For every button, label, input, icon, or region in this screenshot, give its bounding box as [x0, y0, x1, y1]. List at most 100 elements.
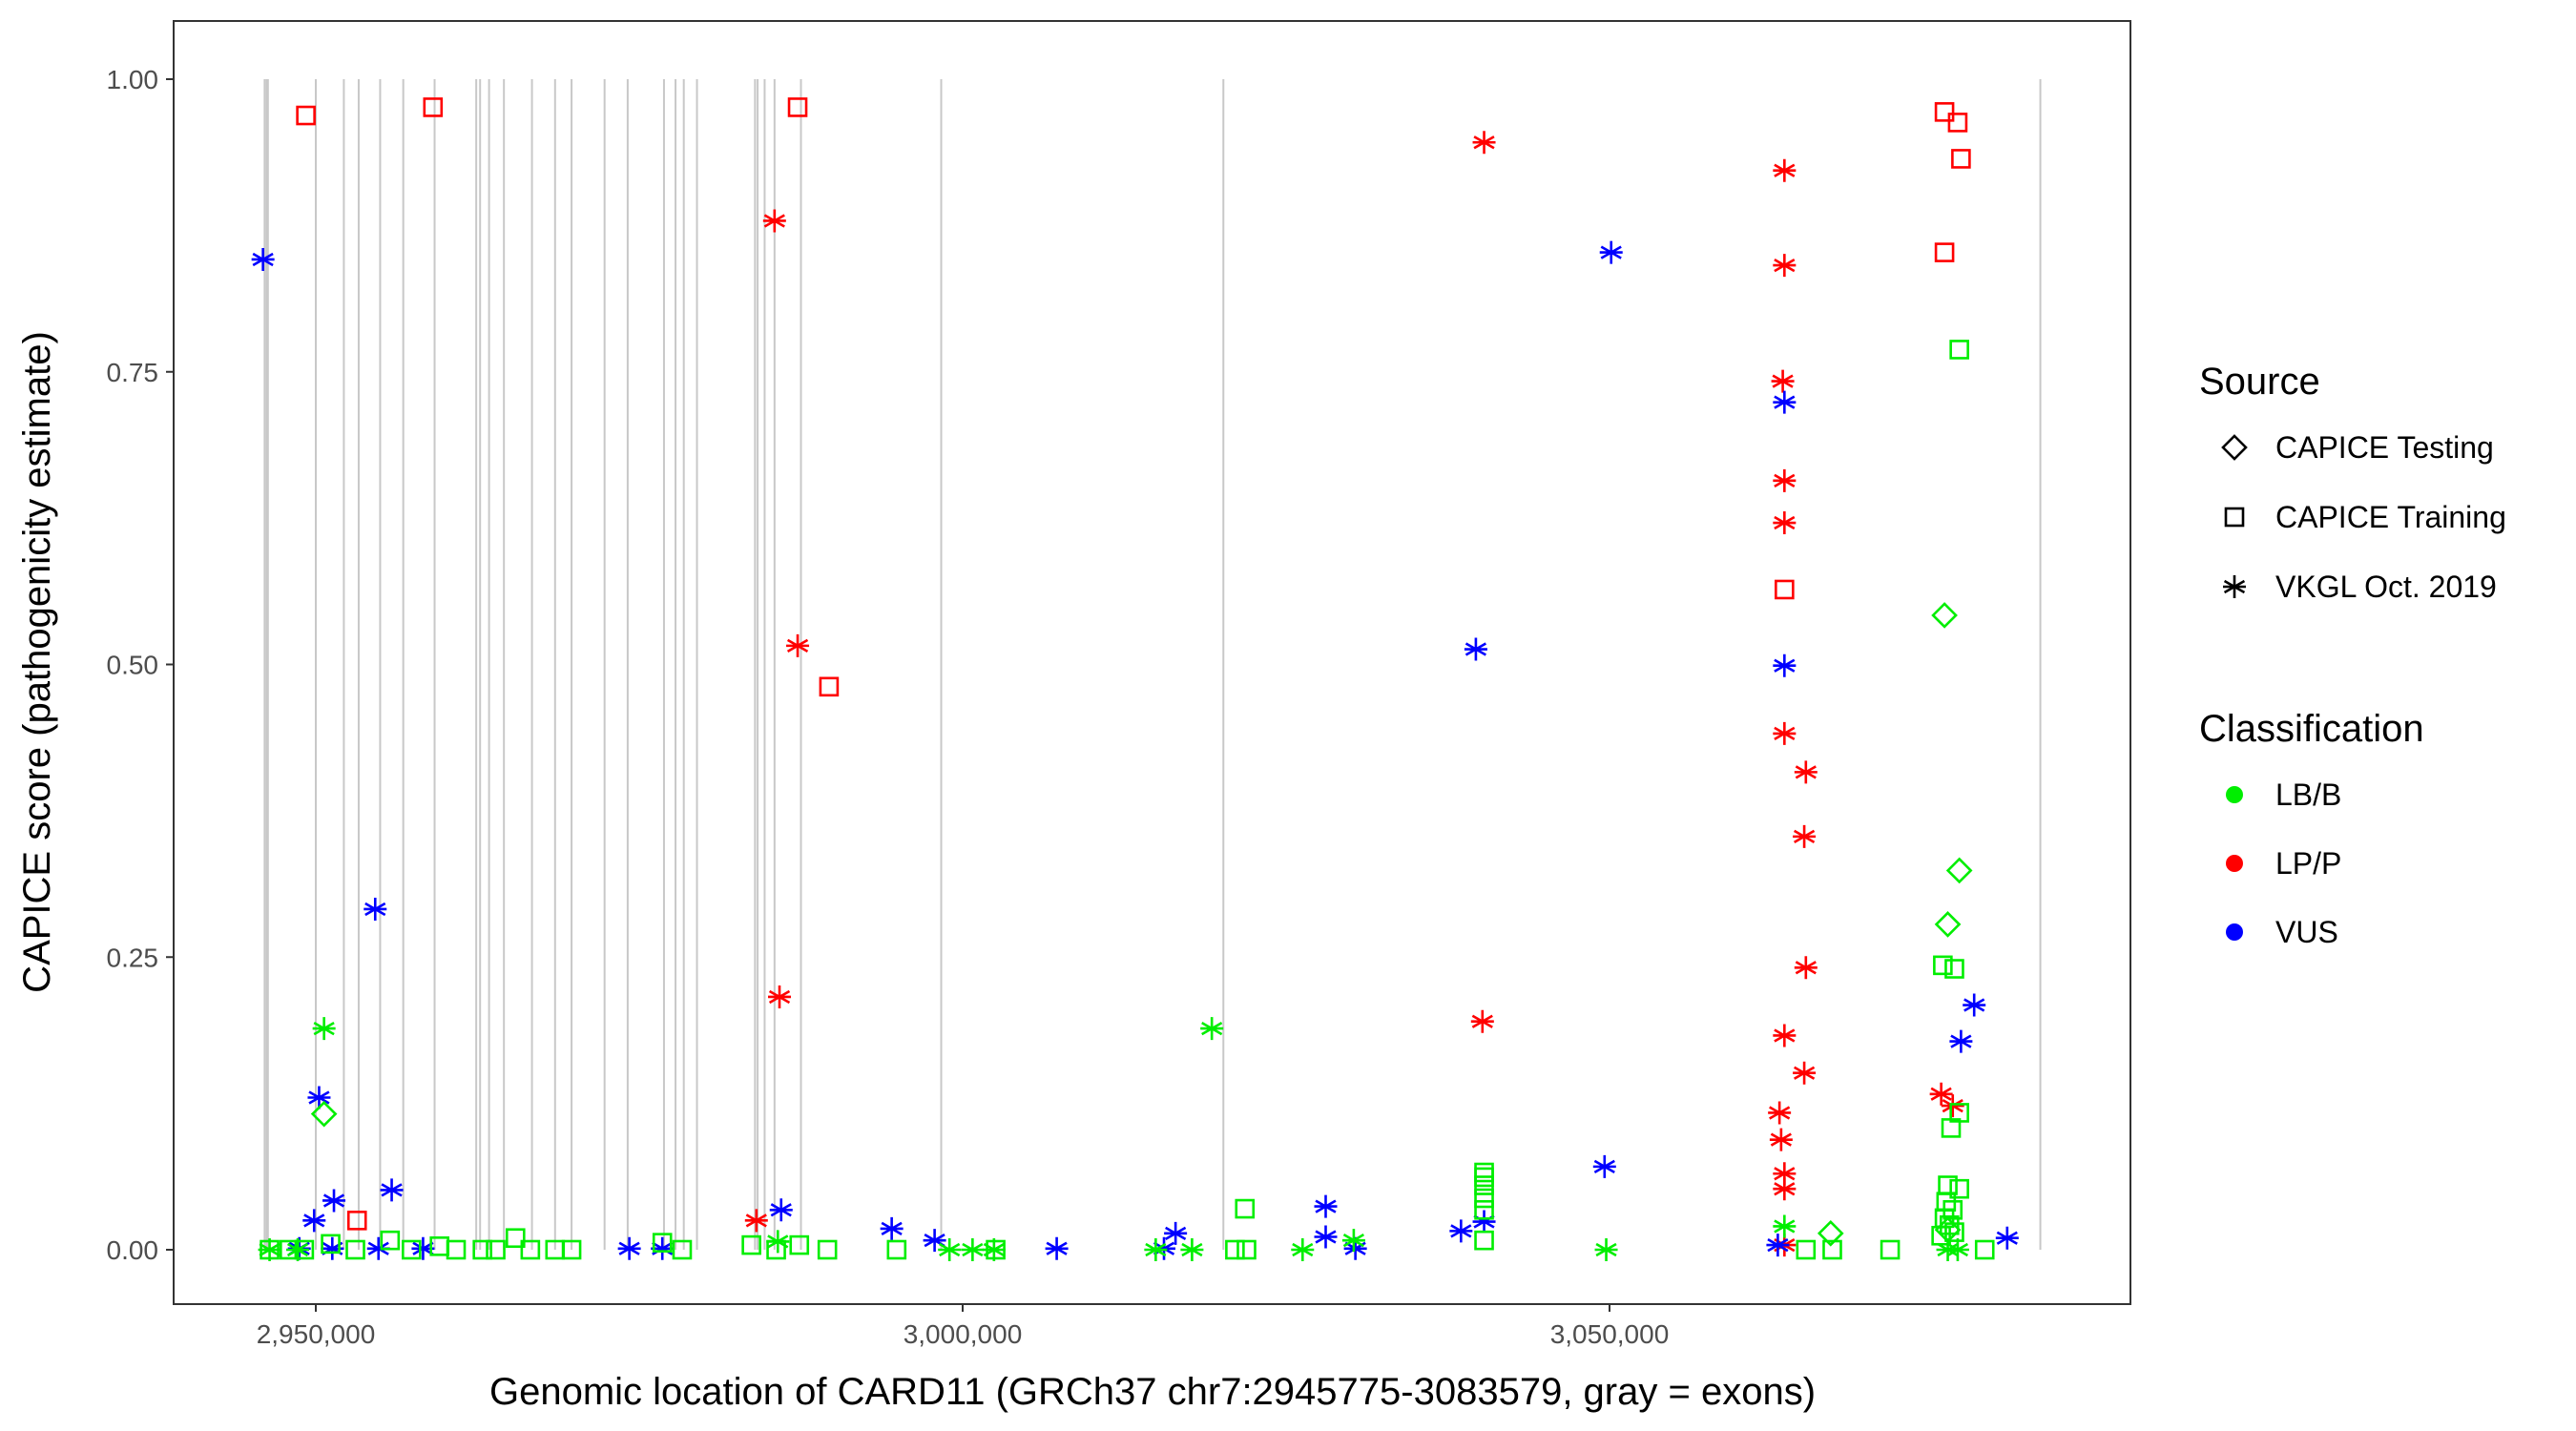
- legend-class-label: VUS: [2275, 915, 2338, 949]
- point-lp-p-square: [787, 97, 808, 117]
- point-lb-b-asterisk: [938, 1238, 962, 1261]
- point-lb-b-asterisk: [1341, 1229, 1365, 1253]
- point-lb-b-square: [652, 1233, 673, 1253]
- point-vus-asterisk: [321, 1236, 344, 1260]
- point-lb-b-square: [886, 1239, 907, 1260]
- point-lb-b-diamond: [310, 1100, 338, 1128]
- point-vus-asterisk: [880, 1216, 904, 1240]
- point-lp-p-asterisk: [1773, 1162, 1797, 1186]
- point-vus-asterisk: [617, 1236, 641, 1260]
- point-vus-asterisk: [1343, 1236, 1367, 1260]
- point-vus-asterisk: [1773, 653, 1797, 677]
- point-lp-p-square: [819, 676, 840, 697]
- legend-source-title: Source: [2199, 361, 2320, 403]
- legend-color-dot-icon: [2226, 923, 2243, 941]
- point-vus-asterisk: [769, 1198, 793, 1222]
- point-lb-b-square: [520, 1239, 541, 1260]
- point-lp-p-asterisk: [744, 1209, 768, 1233]
- point-lp-p-asterisk: [1771, 369, 1795, 393]
- point-lp-p-asterisk: [1929, 1082, 1953, 1106]
- data-points: [251, 97, 2019, 1261]
- point-lb-b-asterisk: [982, 1238, 1006, 1261]
- point-lb-b-square: [1796, 1239, 1817, 1260]
- point-lb-b-square: [1949, 1178, 1969, 1199]
- point-lb-b-square: [766, 1239, 786, 1260]
- point-lp-p-asterisk: [1470, 1009, 1494, 1033]
- point-vus-asterisk: [1472, 1210, 1496, 1234]
- point-lb-b-square: [789, 1234, 810, 1255]
- point-lp-p-asterisk: [1768, 1101, 1792, 1125]
- point-lp-p-asterisk: [1773, 1177, 1797, 1201]
- point-lb-b-square: [1474, 1175, 1494, 1195]
- point-vus-asterisk: [302, 1209, 326, 1233]
- point-lp-p-square: [1934, 102, 1955, 122]
- legend-asterisk-icon: [2223, 575, 2246, 598]
- point-vus-asterisk: [1592, 1154, 1616, 1178]
- point-lb-b-square: [402, 1239, 422, 1260]
- point-lb-b-asterisk: [1291, 1238, 1315, 1261]
- point-lb-b-asterisk: [1200, 1017, 1224, 1041]
- point-lp-p-asterisk: [1793, 1061, 1817, 1085]
- x-axis: 2,950,000 3,000,000 3,050,000: [257, 1304, 1670, 1349]
- point-lb-b-square: [1949, 340, 1969, 360]
- point-vus-asterisk: [411, 1236, 435, 1260]
- point-lb-b-square: [486, 1239, 506, 1260]
- point-lb-b-asterisk: [1945, 1238, 1969, 1261]
- point-lb-b-asterisk: [1180, 1238, 1204, 1261]
- point-lb-b-square: [505, 1228, 526, 1249]
- point-lb-b-square: [1880, 1239, 1901, 1260]
- point-lb-b-square: [1474, 1188, 1494, 1209]
- point-lb-b-diamond: [1934, 911, 1962, 938]
- point-vus-asterisk: [1766, 1234, 1790, 1257]
- y-tick-label: 0.25: [107, 943, 159, 972]
- y-tick-label: 1.00: [107, 65, 159, 94]
- point-vus-asterisk: [1314, 1225, 1338, 1249]
- legend-square-icon: [2224, 507, 2245, 528]
- point-lp-p-asterisk: [1773, 511, 1797, 535]
- legend-source-label: CAPICE Training: [2275, 500, 2506, 534]
- x-axis-title: Genomic location of CARD11 (GRCh37 chr7:…: [489, 1371, 1816, 1413]
- point-lb-b-square: [1474, 1230, 1494, 1251]
- point-vus-asterisk: [1449, 1219, 1473, 1243]
- point-lb-b-square: [741, 1234, 761, 1255]
- point-lp-p-asterisk: [1773, 1024, 1797, 1047]
- point-lb-b-asterisk: [1594, 1238, 1618, 1261]
- x-tick-label: 3,050,000: [1550, 1319, 1670, 1349]
- point-vus-asterisk: [251, 247, 275, 271]
- point-lb-b-square: [561, 1239, 582, 1260]
- point-lb-b-square: [280, 1239, 300, 1260]
- point-lb-b-square: [1474, 1199, 1494, 1220]
- point-lp-p-asterisk: [768, 985, 792, 1008]
- point-lp-p-square: [296, 105, 316, 126]
- point-vus-asterisk: [307, 1086, 331, 1110]
- point-lp-p-asterisk: [1773, 721, 1797, 745]
- point-vus-asterisk: [322, 1189, 346, 1213]
- exon-lines: [263, 79, 2042, 1250]
- legend-class-label: LP/P: [2275, 846, 2341, 881]
- point-lb-b-square: [294, 1239, 315, 1260]
- point-lb-b-square: [1944, 1222, 1964, 1242]
- point-lb-b-asterisk: [258, 1238, 281, 1261]
- point-lb-b-square: [1933, 955, 1953, 976]
- point-vus-asterisk: [651, 1236, 675, 1260]
- point-vus-asterisk: [1949, 1029, 1973, 1053]
- point-lp-p-asterisk: [1773, 254, 1797, 278]
- point-lp-p-square: [423, 97, 444, 117]
- point-lp-p-square: [1775, 579, 1795, 600]
- legend-source-label: VKGL Oct. 2019: [2275, 570, 2497, 604]
- point-vus-asterisk: [923, 1229, 946, 1253]
- point-vus-asterisk: [366, 1236, 390, 1260]
- point-lp-p-asterisk: [1941, 1094, 1964, 1118]
- point-vus-asterisk: [364, 897, 387, 921]
- point-vus-asterisk: [1995, 1226, 2019, 1250]
- point-lb-b-square: [1236, 1239, 1257, 1260]
- point-lp-p-asterisk: [786, 633, 810, 657]
- point-lb-b-square: [260, 1239, 280, 1260]
- point-vus-asterisk: [1164, 1221, 1188, 1245]
- point-lp-p-asterisk: [1472, 131, 1496, 155]
- x-tick-label: 2,950,000: [257, 1319, 376, 1349]
- legend-classification-title: Classification: [2199, 708, 2424, 750]
- legend-diamond-icon: [2221, 434, 2248, 461]
- point-lb-b-diamond: [1945, 857, 1973, 884]
